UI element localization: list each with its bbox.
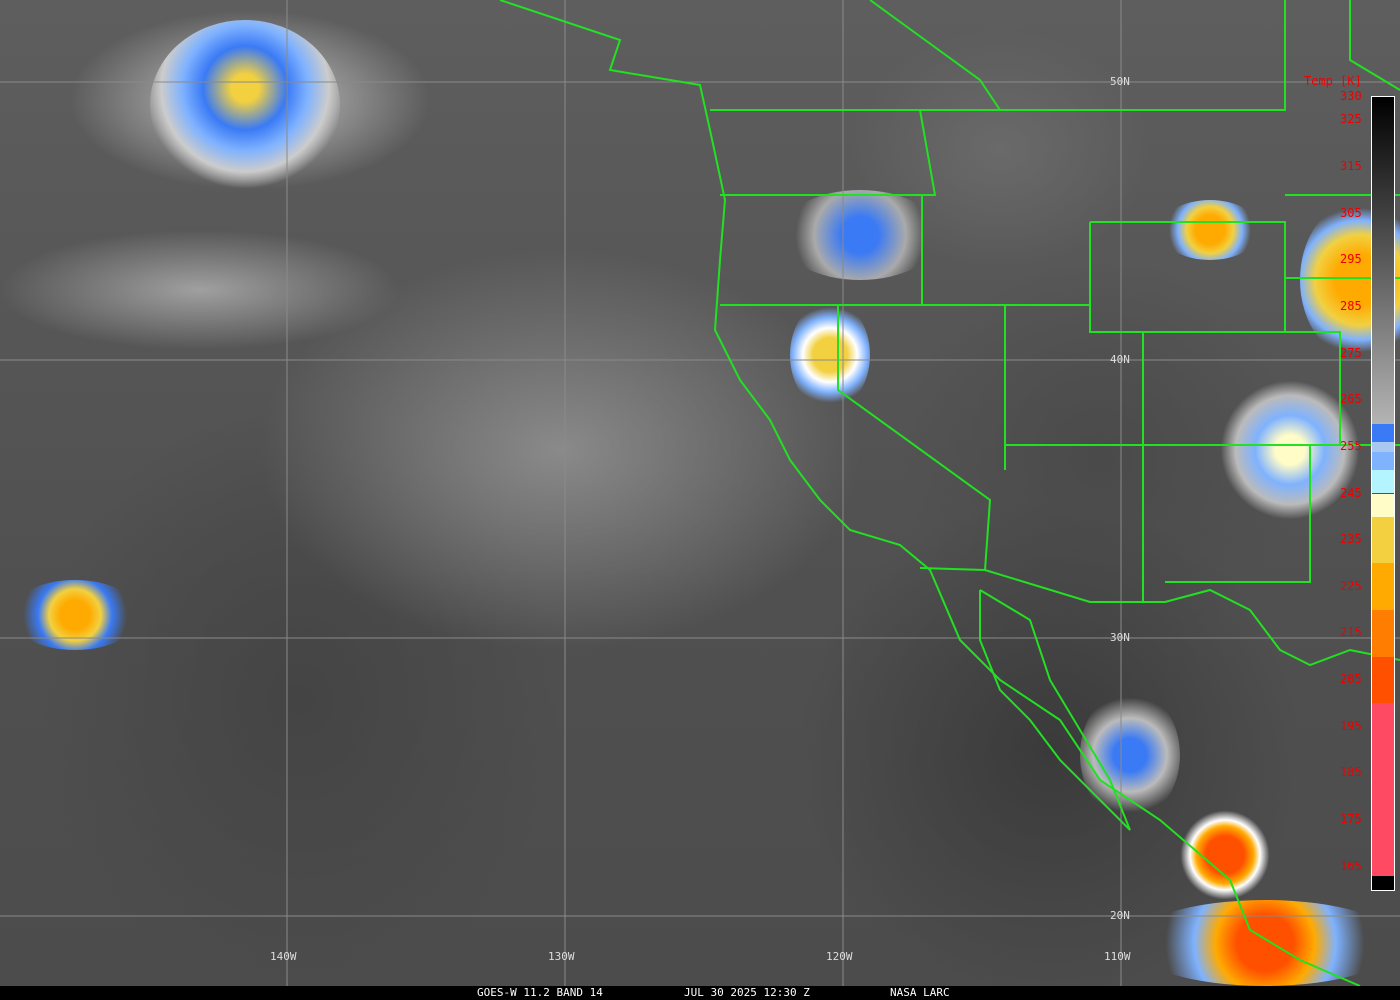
colorbar-tick-label: 245 xyxy=(1340,485,1362,500)
lat-label-40n: 40N xyxy=(1110,353,1130,366)
west-coastline xyxy=(499,0,1361,986)
colorbar-tick-label: 325 xyxy=(1340,112,1362,127)
colorbar-tick-label: 165 xyxy=(1340,858,1362,873)
baja-peninsula xyxy=(979,589,1131,831)
colorbar-tick-label: 175 xyxy=(1340,812,1362,827)
lat-label-50n: 50N xyxy=(1110,75,1130,88)
colorbar-tick-label: 265 xyxy=(1340,392,1362,407)
us-canada-border xyxy=(710,0,1286,111)
colorbar-segment xyxy=(1372,656,1394,704)
colorbar-tick-label: 295 xyxy=(1340,252,1362,267)
cloud-sierra xyxy=(790,300,870,410)
colorbar-segment xyxy=(1372,470,1394,494)
colorbar-tick-label: 330 xyxy=(1340,89,1362,103)
colorbar-tick-label: 215 xyxy=(1340,625,1362,640)
cloud-new-mexico xyxy=(1220,380,1360,520)
colorbar-segment xyxy=(1372,876,1394,890)
cloud-mexico-storm xyxy=(1180,810,1270,900)
political-borders xyxy=(499,0,1400,986)
lon-label-140w: 140W xyxy=(270,950,297,963)
colorbar-segment xyxy=(1372,493,1394,517)
cloud-pacific-nw xyxy=(150,20,340,190)
satellite-band-label: GOES-W 11.2 BAND 14 xyxy=(477,986,603,999)
colorbar-segment xyxy=(1372,451,1394,471)
colorbar-tick-label: 205 xyxy=(1340,672,1362,687)
lat-label-30n: 30N xyxy=(1110,631,1130,644)
datetime-label: JUL 30 2025 12:30 Z xyxy=(684,986,810,999)
colorbar-title: Temp [K] xyxy=(1304,74,1362,88)
colorbar-segment xyxy=(1372,563,1394,611)
us-mexico-border xyxy=(919,567,1400,667)
cloud-south xyxy=(1130,900,1400,986)
colorbar-segment xyxy=(1372,516,1394,564)
temperature-colorbar xyxy=(1371,96,1395,891)
lat-label-20n: 20N xyxy=(1110,909,1130,922)
colorbar-segment xyxy=(1372,97,1394,424)
cloud-baja xyxy=(1080,690,1180,820)
source-label: NASA LARC xyxy=(890,986,950,999)
colorbar-tick-label: 285 xyxy=(1340,298,1362,313)
lon-label-120w: 120W xyxy=(826,950,853,963)
colorbar-tick-label: 255 xyxy=(1340,438,1362,453)
lon-label-130w: 130W xyxy=(548,950,575,963)
colorbar-tick-label: 305 xyxy=(1340,205,1362,220)
colorbar-tick-label: 195 xyxy=(1340,718,1362,733)
state-borders xyxy=(720,109,1400,602)
lon-label-110w: 110W xyxy=(1104,950,1131,963)
cloud-oregon xyxy=(780,190,940,280)
colorbar-tick-label: 315 xyxy=(1340,158,1362,173)
canada-coast xyxy=(869,0,1400,111)
colorbar-tick-label: 225 xyxy=(1340,578,1362,593)
colorbar-segment xyxy=(1372,442,1394,452)
colorbar-segment xyxy=(1372,703,1394,876)
colorbar-tick-label: 235 xyxy=(1340,532,1362,547)
colorbar-segment xyxy=(1372,610,1394,657)
colorbar-tick-label: 275 xyxy=(1340,345,1362,360)
cloud-wyoming xyxy=(1160,200,1260,260)
caption-bar: GOES-W 11.2 BAND 14 JUL 30 2025 12:30 Z … xyxy=(0,986,1400,1000)
colorbar-tick-label: 185 xyxy=(1340,765,1362,780)
colorbar-segment xyxy=(1372,423,1394,443)
